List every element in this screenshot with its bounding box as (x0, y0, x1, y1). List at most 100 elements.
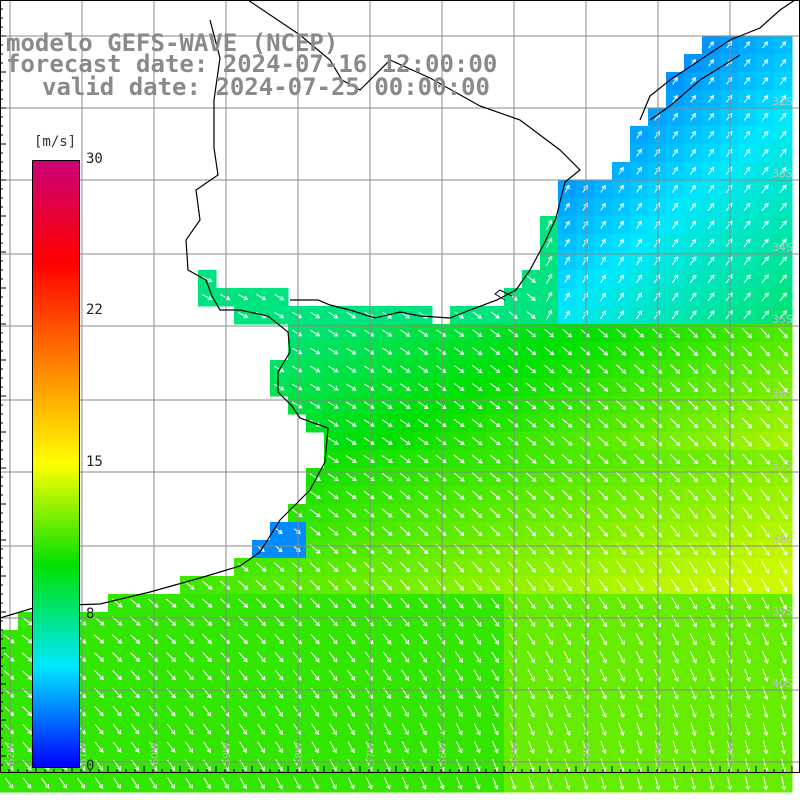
wind-arrow (310, 329, 321, 337)
wind-arrow (400, 579, 411, 591)
wind-arrow (239, 741, 247, 754)
wind-arrow (185, 759, 193, 772)
wind-arrow (727, 776, 733, 791)
wind-arrow (708, 59, 714, 67)
wind-arrow (705, 417, 717, 429)
wind-arrow (705, 435, 717, 447)
wind-arrow (761, 596, 769, 610)
wind-arrow (762, 722, 769, 737)
wind-arrow (256, 598, 267, 609)
wind-arrow (327, 383, 339, 391)
wind-arrow (617, 704, 625, 719)
wind-arrow (453, 418, 465, 428)
wind-arrow (742, 560, 752, 574)
wind-arrow (761, 238, 769, 248)
wind-arrow (545, 722, 553, 736)
wind-arrow (471, 436, 483, 446)
wind-arrow (291, 508, 303, 518)
wind-arrow (149, 777, 157, 790)
wind-arrow (257, 777, 265, 790)
wind-arrow (417, 437, 429, 446)
wind-arrow (759, 435, 771, 447)
wind-arrow (274, 365, 285, 373)
wind-arrow (491, 723, 499, 736)
wind-arrow (311, 741, 319, 754)
wind-arrow (599, 704, 607, 719)
wind-arrow (707, 130, 715, 139)
wind-arrow (256, 634, 266, 645)
wind-arrow (615, 454, 627, 465)
wind-arrow (455, 669, 463, 682)
wind-arrow (561, 364, 573, 374)
wind-arrow (166, 723, 176, 735)
wind-arrow (4, 777, 14, 789)
wind-arrow (760, 542, 770, 556)
wind-arrow (112, 705, 122, 717)
wind-arrow (22, 706, 33, 717)
wind-arrow (671, 650, 679, 664)
wind-arrow (311, 723, 319, 736)
wind-arrow (417, 401, 429, 409)
wind-arrow (671, 256, 679, 266)
colorbar-tick-22: 22 (86, 302, 103, 318)
wind-arrow (636, 704, 643, 719)
wind-arrow (779, 76, 787, 85)
wind-arrow (761, 130, 769, 139)
wind-arrow (672, 686, 679, 701)
wind-arrow (564, 184, 570, 193)
map-valid-date: valid date: 2024-07-25 00:00:00 (42, 73, 490, 101)
wind-arrow (202, 669, 212, 681)
wind-arrow (436, 579, 447, 591)
wind-arrow (453, 454, 465, 464)
wind-arrow (363, 401, 375, 409)
wind-arrow (346, 329, 357, 337)
wind-arrow (761, 220, 769, 230)
wind-arrow (418, 311, 429, 319)
wind-arrow (598, 507, 609, 519)
wind-arrow (760, 489, 770, 502)
wind-arrow (508, 579, 518, 592)
latitude-label: 35S (772, 313, 793, 326)
wind-arrow (669, 418, 681, 429)
wind-arrow (401, 741, 409, 754)
wind-arrow (778, 363, 789, 375)
wind-arrow (492, 776, 499, 790)
wind-arrow (672, 740, 679, 755)
wind-arrow (615, 472, 627, 483)
wind-arrow (525, 454, 537, 464)
wind-arrow (688, 328, 699, 339)
wind-arrow (726, 41, 732, 49)
map-title-model: modelo GEFS-WAVE (NCEP) (6, 29, 339, 57)
wind-arrow (546, 740, 553, 755)
wind-arrow (526, 561, 537, 573)
wind-arrow (672, 148, 678, 157)
wind-arrow (652, 489, 663, 501)
wind-arrow (616, 525, 627, 537)
wind-arrow (383, 777, 391, 790)
wind-arrow (489, 382, 501, 392)
wind-arrow (256, 293, 267, 301)
wind-arrow (363, 455, 375, 463)
wind-arrow (489, 365, 501, 374)
wind-arrow (598, 561, 608, 574)
wind-arrow (491, 687, 499, 700)
wind-arrow (779, 112, 787, 121)
wind-arrow (760, 507, 770, 520)
wind-arrow (671, 632, 679, 646)
wind-arrow (545, 291, 553, 302)
wind-arrow (707, 256, 715, 266)
wind-arrow (274, 633, 284, 645)
wind-arrow (256, 705, 266, 717)
wind-arrow (507, 454, 519, 464)
wind-arrow (745, 776, 751, 791)
wind-arrow (651, 418, 663, 429)
wind-arrow (597, 472, 609, 483)
wind-arrow (778, 345, 789, 357)
wind-arrow (780, 704, 787, 719)
wind-arrow (310, 311, 321, 319)
wind-arrow (382, 633, 392, 645)
wind-arrow (184, 705, 194, 717)
wind-arrow (94, 777, 104, 790)
wind-arrow (490, 561, 501, 573)
